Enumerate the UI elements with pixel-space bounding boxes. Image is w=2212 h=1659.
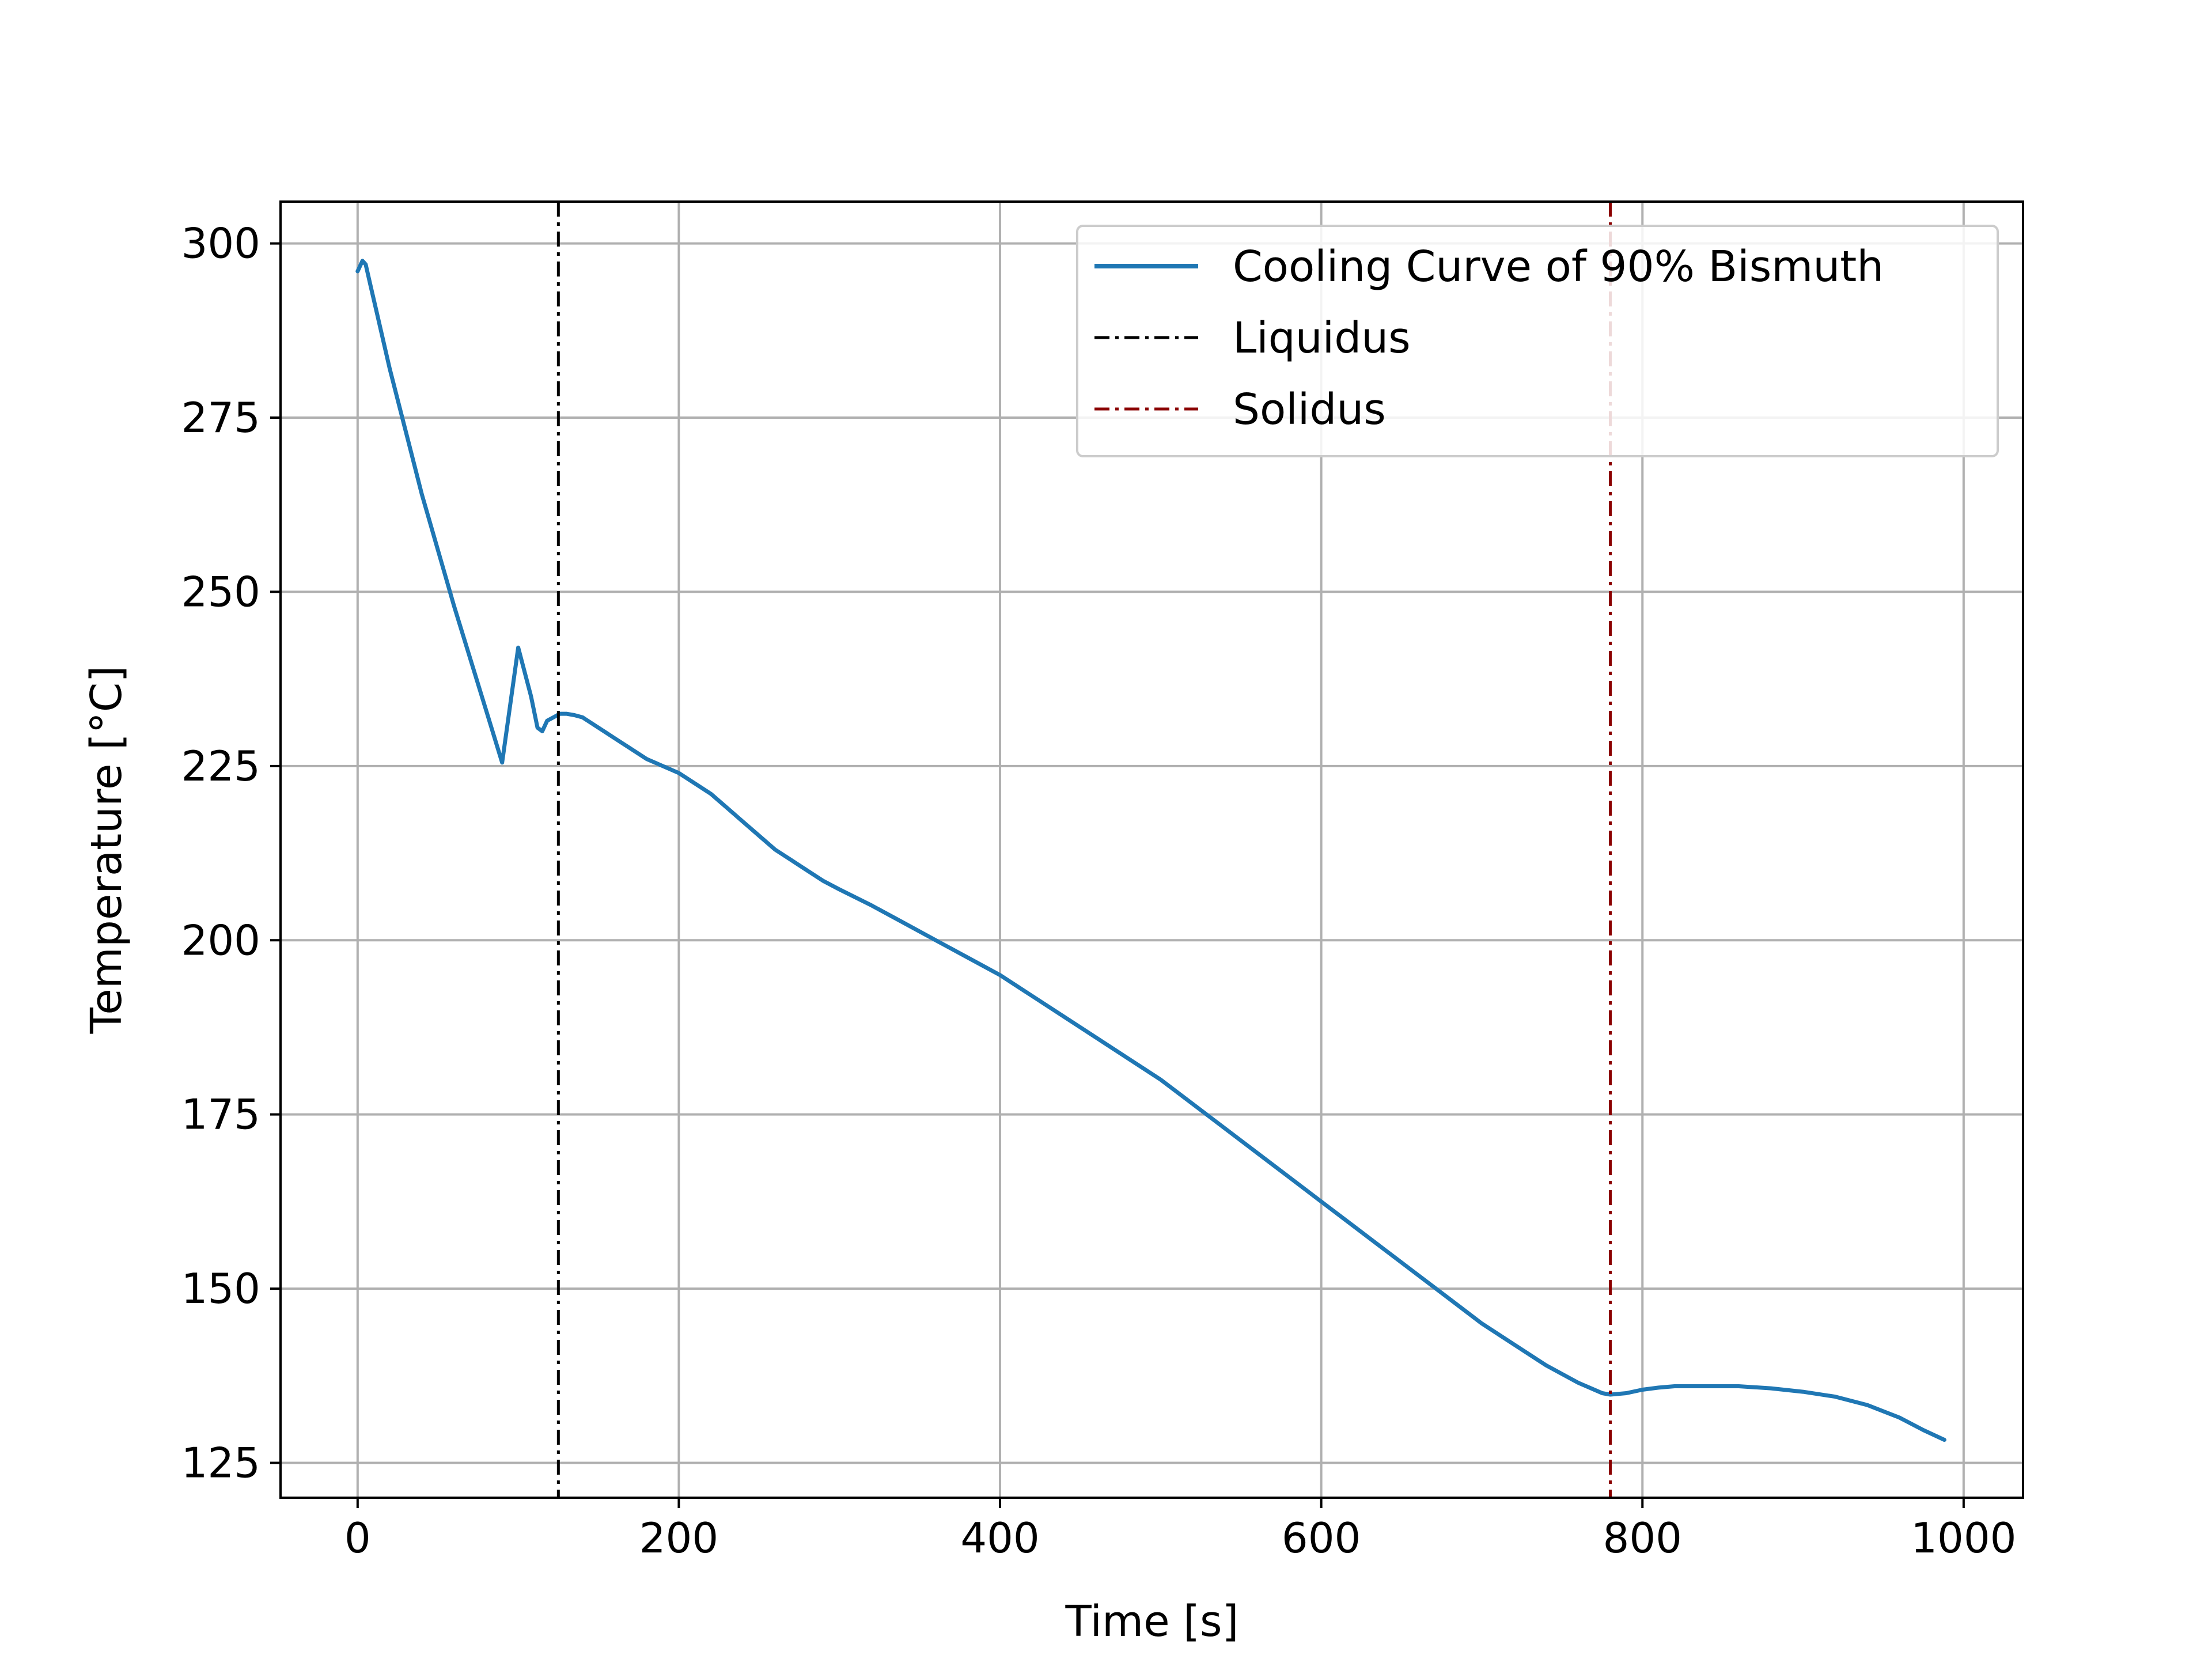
legend-label-liquidus: Liquidus (1233, 313, 1411, 363)
cooling-curve-line (355, 259, 1946, 1442)
legend-box (1076, 225, 1999, 457)
y-tick-label: 175 (181, 1090, 260, 1139)
x-tick-label: 400 (960, 1514, 1039, 1562)
x-tick-label: 0 (344, 1514, 371, 1562)
y-tick-label: 150 (181, 1264, 260, 1313)
legend: Cooling Curve of 90% Bismuth Liquidus So… (1076, 225, 1999, 457)
y-tick-label: 200 (181, 916, 260, 964)
x-tick-label: 800 (1603, 1514, 1682, 1562)
legend-label-cooling-curve: Cooling Curve of 90% Bismuth (1233, 242, 1884, 291)
y-axis-label: Temperature [°C] (82, 666, 131, 1035)
legend-label-solidus: Solidus (1233, 385, 1386, 434)
y-tick-label: 275 (181, 393, 260, 442)
y-tick-label: 250 (181, 567, 260, 616)
x-tick-label: 600 (1282, 1514, 1361, 1562)
x-axis-label: Time [s] (1065, 1597, 1239, 1646)
y-tick-label: 300 (181, 219, 260, 268)
axes-frame (279, 200, 2024, 1499)
ticks: 0 200 400 600 800 1000 125 150 175 200 225 250 275 30… (181, 219, 2017, 1562)
y-tick-label: 125 (181, 1439, 260, 1487)
x-tick-label: 200 (639, 1514, 718, 1562)
y-tick-label: 225 (181, 742, 260, 790)
x-tick-label: 1000 (1911, 1514, 2016, 1562)
